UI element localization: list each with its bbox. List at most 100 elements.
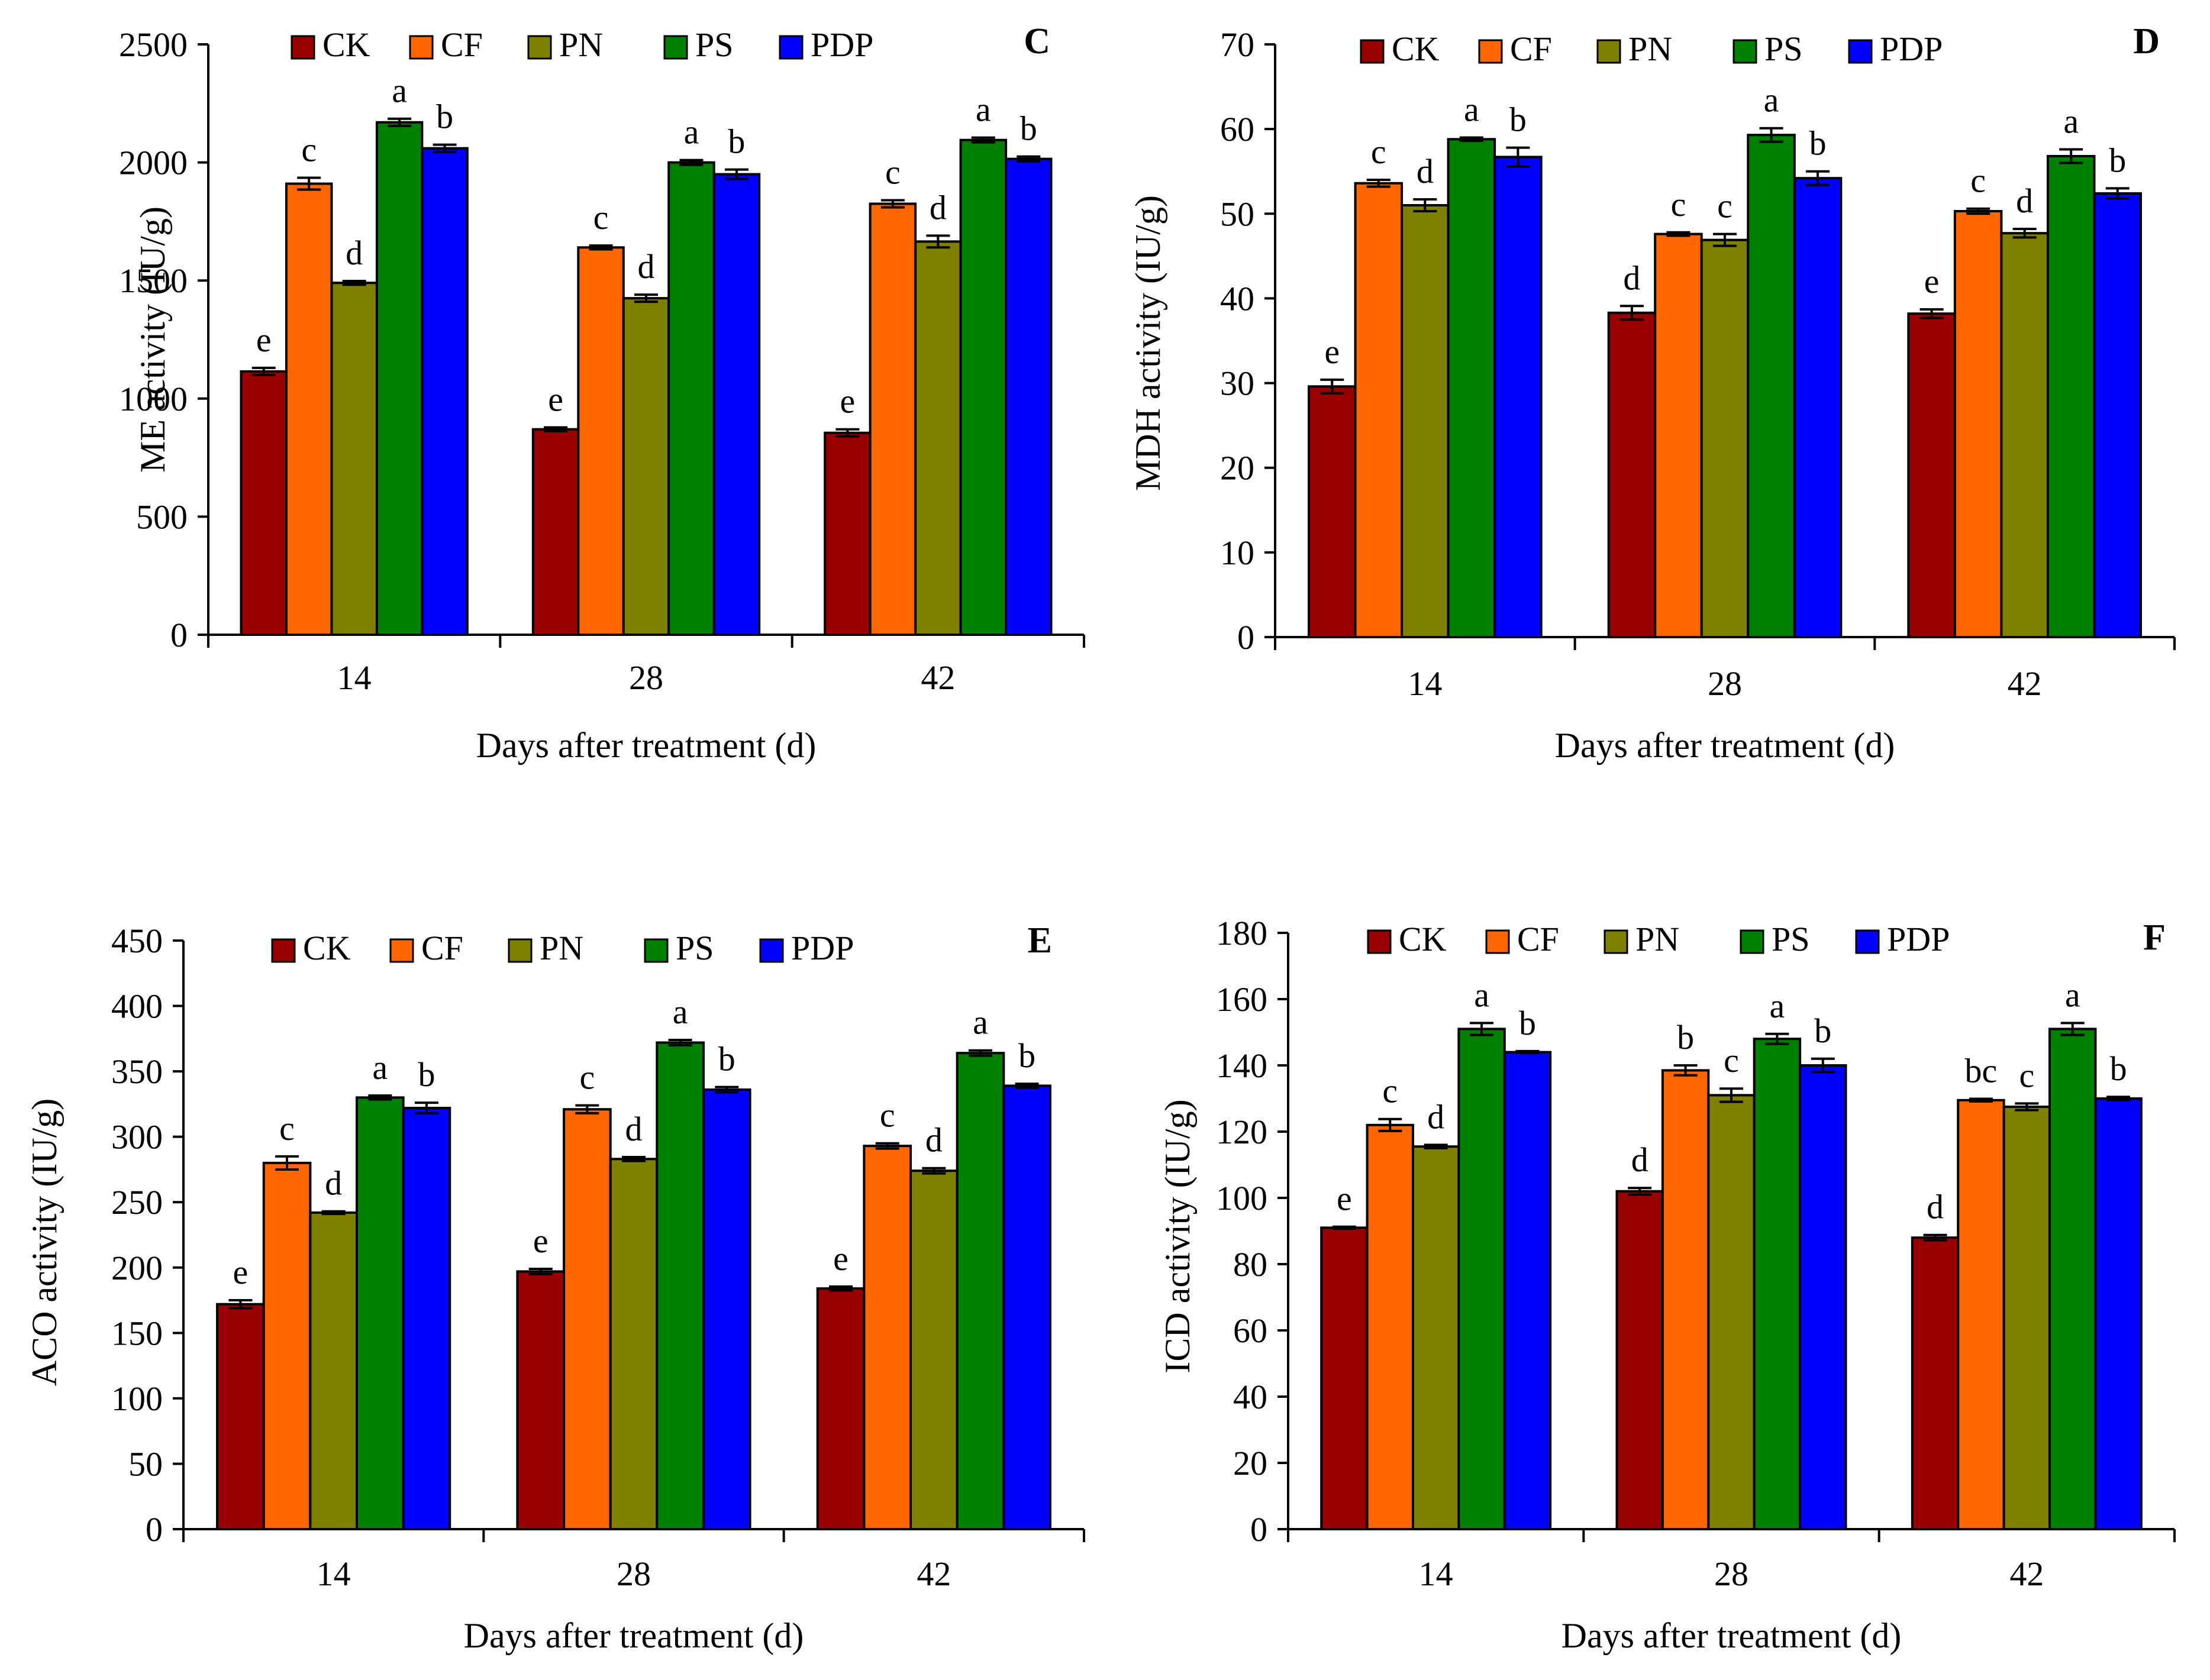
significance-letter: a	[1764, 81, 1779, 119]
bar-pn-28	[622, 297, 670, 636]
y-tick-label: 1000	[119, 380, 188, 418]
x-axis-title: Days after treatment (d)	[1555, 726, 1895, 765]
x-tick-label: 28	[1708, 664, 1742, 703]
significance-letter: c	[1970, 161, 1986, 200]
legend-swatch-pn	[527, 35, 552, 60]
bar-pn-28	[609, 1158, 659, 1531]
x-tick-label: 42	[2008, 664, 2042, 703]
legend-label-cf: CF	[441, 25, 483, 64]
significance-letter: a	[1474, 975, 1489, 1014]
y-tick-label: 40	[1220, 279, 1254, 318]
x-tick-label: 14	[1419, 1555, 1453, 1593]
bar-pn-42	[2002, 1106, 2051, 1530]
legend-swatch-pdp	[1848, 39, 1873, 64]
bar-ps-42	[959, 138, 1008, 636]
x-tick-label: 42	[921, 658, 955, 697]
significance-letter: e	[1924, 262, 1940, 301]
legend-label-ps: PS	[1764, 30, 1803, 68]
legend-swatch-ps	[663, 35, 688, 60]
legend-label-ps: PS	[676, 929, 714, 967]
bar-cf-14	[1366, 1123, 1414, 1531]
significance-letter: b	[418, 1055, 435, 1094]
bar-ck-42	[824, 431, 872, 637]
legend-label-cf: CF	[421, 929, 463, 967]
bar-pn-42	[914, 240, 962, 637]
bar-cf-28	[577, 246, 625, 636]
significance-letter: b	[1018, 1036, 1035, 1075]
x-tick-label: 28	[617, 1555, 651, 1593]
significance-letter: d	[2016, 182, 2033, 220]
bar-ps-14	[1457, 1028, 1506, 1530]
y-axis-title: ME activity (IU/g)	[133, 206, 172, 473]
y-tick-label: 450	[111, 922, 163, 960]
bar-pn-28	[1700, 238, 1750, 639]
legend-swatch-pdp	[1855, 929, 1880, 954]
legend-swatch-ck	[1360, 39, 1385, 64]
y-tick-label: 0	[146, 1510, 163, 1549]
legend: CK CF PN PS PDP	[291, 25, 873, 64]
bar-pdp-14	[421, 147, 469, 636]
significance-letter: bc	[1965, 1052, 1998, 1090]
significance-letter: e	[833, 1239, 848, 1278]
bar-pdp-28	[1799, 1064, 1847, 1530]
y-tick-label: 0	[1250, 1510, 1267, 1549]
significance-letter: e	[840, 382, 856, 421]
bar-ck-42	[1911, 1236, 1960, 1530]
x-axis-title: Days after treatment (d)	[1561, 1616, 1902, 1655]
significance-letter: c	[579, 1058, 595, 1097]
legend: CK CF PN PS PDP	[271, 929, 854, 967]
legend-swatch-ps	[644, 938, 669, 963]
bar-ck-14	[240, 370, 288, 637]
bar-cf-42	[1957, 1099, 2005, 1531]
panel-label: D	[2133, 21, 2160, 62]
y-tick-label: 120	[1216, 1113, 1267, 1151]
significance-letter: b	[718, 1040, 735, 1078]
significance-letter: d	[1631, 1141, 1648, 1179]
bar-ck-14	[1308, 385, 1357, 638]
bar-ck-42	[1907, 312, 1956, 638]
significance-letter: e	[256, 321, 272, 359]
significance-letter: b	[1020, 109, 1037, 148]
y-tick-label: 20	[1233, 1444, 1267, 1482]
legend-swatch-ck	[1367, 929, 1392, 954]
significance-letter: e	[548, 380, 563, 419]
legend-label-ck: CK	[1399, 920, 1447, 958]
bar-cf-14	[262, 1161, 312, 1530]
legend-swatch-pdp	[779, 35, 804, 60]
significance-letter: a	[1770, 987, 1785, 1025]
y-tick-label: 1500	[119, 261, 188, 300]
y-tick-label: 70	[1220, 25, 1254, 64]
significance-letter: c	[1671, 185, 1686, 224]
y-tick-label: 500	[136, 497, 188, 536]
legend-swatch-ps	[1740, 929, 1764, 954]
y-tick-label: 250	[111, 1183, 163, 1222]
x-tick-label: 14	[337, 658, 372, 697]
bar-ps-28	[1753, 1038, 1802, 1530]
y-axis-title: ICD activity (IU/g)	[1158, 1099, 1197, 1373]
legend-swatch-pn	[1604, 929, 1628, 954]
y-tick-label: 60	[1220, 110, 1254, 148]
y-tick-label: 140	[1216, 1046, 1267, 1085]
bar-ck-14	[1320, 1226, 1369, 1530]
significance-letter: e	[533, 1222, 549, 1260]
bar-pdp-14	[1503, 1051, 1552, 1530]
bar-ps-14	[355, 1096, 405, 1531]
bar-ps-14	[1447, 138, 1496, 638]
legend-swatch-pn	[508, 938, 533, 963]
bar-cf-28	[1661, 1069, 1710, 1530]
bar-cf-28	[1654, 232, 1703, 638]
x-axis-title: Days after treatment (d)	[464, 1616, 804, 1655]
bar-pn-14	[1411, 1145, 1460, 1530]
significance-letter: b	[2110, 1049, 2127, 1088]
x-tick-label: 42	[2009, 1555, 2044, 1593]
y-axis-title: MDH activity (IU/g)	[1128, 195, 1167, 491]
significance-letter: e	[233, 1253, 249, 1291]
significance-letter: a	[392, 72, 407, 110]
bar-pdp-42	[2093, 192, 2142, 638]
legend-swatch-cf	[409, 35, 434, 60]
legend-swatch-cf	[389, 938, 414, 963]
legend-label-pdp: PDP	[811, 25, 873, 64]
